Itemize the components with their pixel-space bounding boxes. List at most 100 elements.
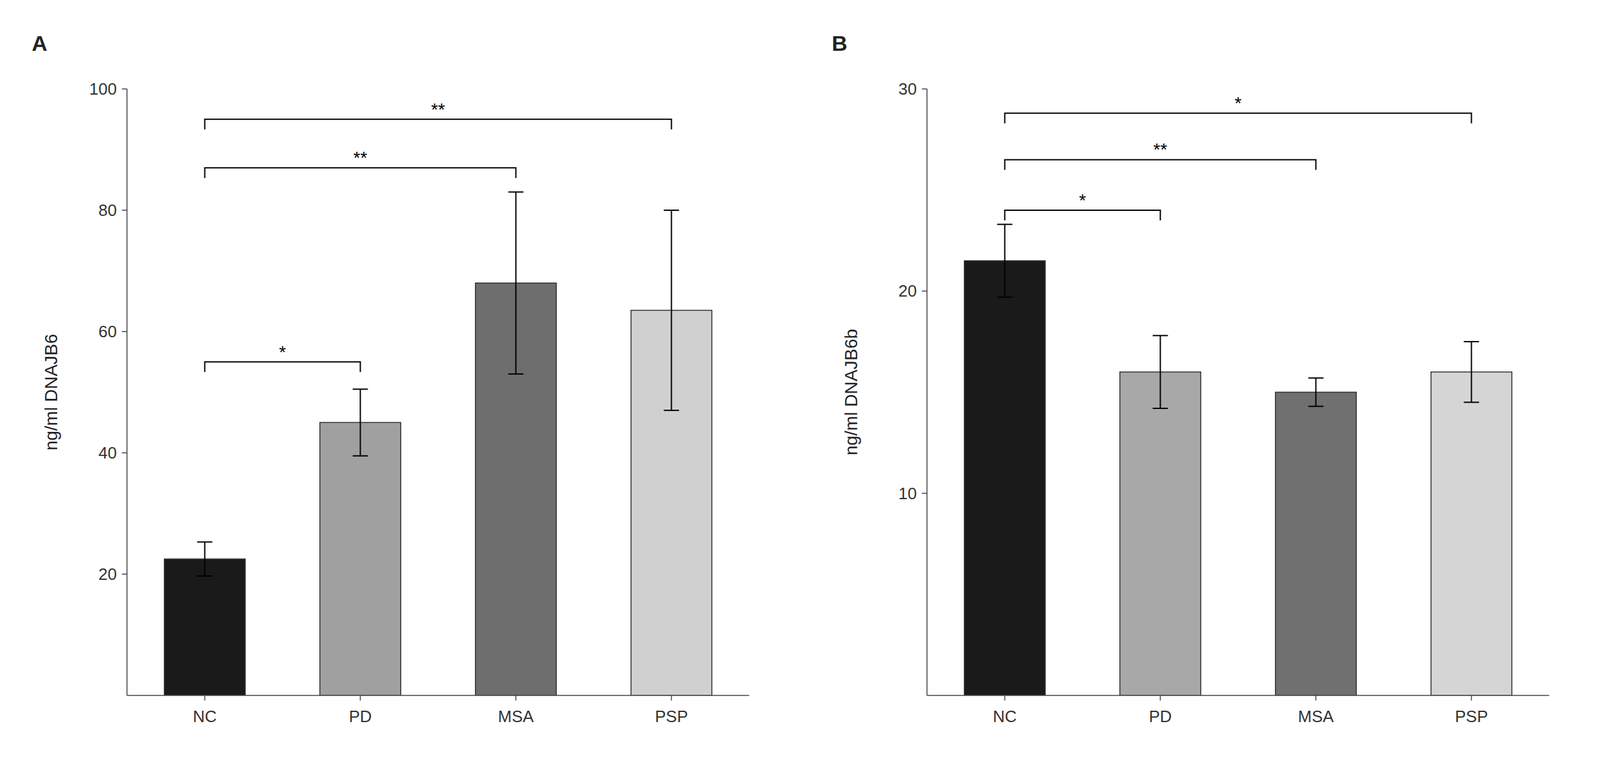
x-tick	[204, 695, 206, 701]
x-axis	[126, 694, 750, 696]
y-tick	[121, 330, 127, 333]
bar	[1275, 392, 1357, 696]
bar	[964, 260, 1046, 696]
significance-label: **	[1153, 139, 1168, 160]
x-tick-label: PSP	[654, 706, 688, 726]
error-cap	[508, 373, 524, 375]
panel: B102030NCPDMSAPSPng/ml DNAJB6b****	[831, 31, 1550, 726]
error-bar	[353, 389, 369, 456]
error-cap	[508, 191, 524, 193]
error-cap	[664, 209, 680, 211]
panel-title: A	[31, 31, 48, 56]
error-cap	[997, 296, 1013, 298]
panel-title: B	[831, 31, 848, 56]
bracket-line	[205, 361, 361, 373]
error-cap	[1308, 377, 1324, 379]
error-cap	[997, 223, 1013, 225]
y-tick	[121, 452, 127, 454]
error-line	[1160, 335, 1162, 409]
bar	[164, 558, 246, 696]
y-tick	[121, 573, 127, 575]
significance-label: *	[1234, 93, 1242, 114]
error-cap	[1153, 407, 1169, 409]
bracket-line	[205, 167, 517, 178]
x-tick	[360, 695, 362, 701]
y-axis	[126, 88, 128, 696]
error-bar	[1153, 335, 1169, 409]
bracket-line	[1005, 113, 1472, 124]
error-bar	[664, 210, 680, 411]
error-line	[1004, 224, 1006, 298]
significance-bracket	[1005, 210, 1161, 221]
bar	[320, 422, 401, 696]
error-bar	[997, 224, 1013, 298]
error-cap	[1464, 340, 1480, 343]
significance-bracket	[205, 119, 672, 130]
x-tick	[1471, 695, 1473, 701]
y-tick-label: 40	[98, 443, 117, 463]
error-cap	[1153, 334, 1169, 336]
error-line	[515, 191, 517, 374]
bar	[1431, 372, 1512, 696]
x-tick	[671, 695, 673, 701]
x-tick-label: MSA	[497, 706, 534, 726]
error-bar	[197, 541, 213, 576]
x-axis	[926, 694, 1550, 696]
y-tick	[121, 209, 127, 211]
error-cap	[664, 409, 680, 411]
x-tick	[1160, 695, 1162, 701]
bar	[1120, 372, 1201, 696]
error-line	[1315, 377, 1317, 407]
y-tick-label: 30	[898, 79, 917, 99]
y-tick-label: 20	[98, 564, 117, 584]
significance-label: **	[353, 147, 368, 168]
y-axis	[926, 88, 928, 696]
bracket-line	[1005, 210, 1161, 221]
error-cap	[1308, 405, 1324, 407]
y-tick	[121, 88, 127, 90]
plot-area	[164, 191, 712, 696]
x-tick-label: MSA	[1297, 706, 1334, 726]
significance-label: *	[1079, 190, 1087, 211]
y-tick-label: 20	[898, 281, 917, 301]
error-line	[1471, 341, 1473, 403]
error-cap	[353, 388, 369, 390]
x-tick-label: PD	[1148, 706, 1172, 726]
error-cap	[197, 540, 213, 543]
significance-bracket	[205, 361, 361, 373]
x-tick-label: PD	[348, 706, 372, 726]
y-tick-label: 80	[98, 200, 117, 220]
x-tick	[515, 695, 517, 701]
significance-bracket	[1005, 113, 1472, 124]
error-bar	[1464, 341, 1480, 403]
significance-label: **	[431, 99, 446, 120]
error-line	[204, 541, 206, 576]
error-cap	[353, 455, 369, 457]
x-tick-label: NC	[193, 706, 218, 726]
error-cap	[1464, 401, 1480, 403]
panel: A20406080100NCPDMSAPSPng/ml DNAJB6*****	[31, 31, 750, 726]
error-bar	[1308, 377, 1324, 407]
x-tick	[1004, 695, 1006, 701]
y-axis-label: ng/ml DNAJB6b	[841, 328, 861, 456]
y-tick	[921, 492, 927, 494]
x-tick-label: PSP	[1454, 706, 1488, 726]
significance-bracket	[205, 167, 517, 178]
x-tick	[1315, 695, 1317, 701]
bracket-line	[1005, 159, 1317, 170]
y-tick	[921, 88, 927, 90]
figure: A20406080100NCPDMSAPSPng/ml DNAJB6*****B…	[0, 0, 1600, 778]
error-line	[671, 210, 673, 411]
significance-bracket	[1005, 159, 1317, 170]
y-tick-label: 10	[898, 483, 917, 503]
y-axis-label: ng/ml DNAJB6	[41, 333, 61, 451]
significance-label: *	[279, 342, 287, 362]
error-line	[360, 389, 362, 456]
y-tick-label: 100	[89, 79, 117, 99]
plot-area	[964, 224, 1512, 696]
bracket-line	[205, 119, 672, 130]
y-tick-label: 60	[98, 321, 117, 341]
error-bar	[508, 191, 524, 374]
x-tick-label: NC	[993, 706, 1018, 726]
y-tick	[921, 290, 927, 293]
